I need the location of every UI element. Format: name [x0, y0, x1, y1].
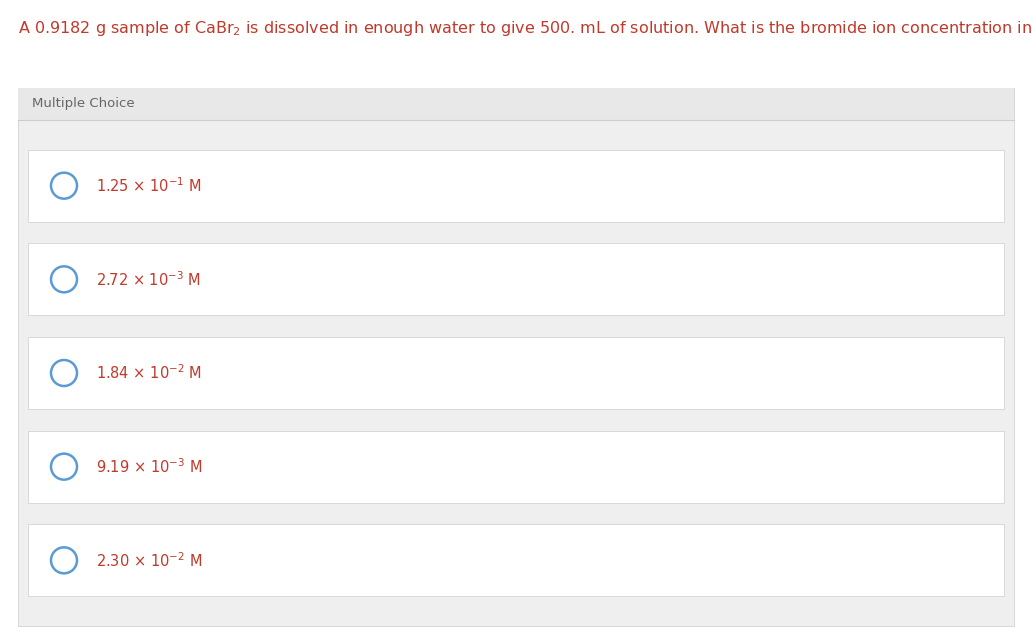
Text: $\mathdefault{1.25}$ $\mathdefault{\times}$ $\mathdefault{10^{-1}}$ $\mathdefaul: $\mathdefault{1.25}$ $\mathdefault{\time…	[96, 176, 201, 195]
FancyBboxPatch shape	[28, 431, 1004, 502]
Text: $\mathdefault{2.72}$ $\mathdefault{\times}$ $\mathdefault{10^{-3}}$ $\mathdefaul: $\mathdefault{2.72}$ $\mathdefault{\time…	[96, 270, 201, 289]
FancyBboxPatch shape	[28, 244, 1004, 315]
Text: Multiple Choice: Multiple Choice	[32, 97, 134, 111]
FancyBboxPatch shape	[28, 149, 1004, 222]
FancyBboxPatch shape	[18, 88, 1014, 120]
FancyBboxPatch shape	[28, 524, 1004, 597]
FancyBboxPatch shape	[28, 337, 1004, 409]
Text: $\mathdefault{1.84}$ $\mathdefault{\times}$ $\mathdefault{10^{-2}}$ $\mathdefaul: $\mathdefault{1.84}$ $\mathdefault{\time…	[96, 364, 202, 382]
Text: $\mathdefault{2.30}$ $\mathdefault{\times}$ $\mathdefault{10^{-2}}$ $\mathdefaul: $\mathdefault{2.30}$ $\mathdefault{\time…	[96, 551, 202, 570]
Text: $\mathdefault{9.19}$ $\mathdefault{\times}$ $\mathdefault{10^{-3}}$ $\mathdefaul: $\mathdefault{9.19}$ $\mathdefault{\time…	[96, 457, 202, 476]
Text: A 0.9182 g sample of CaBr$_2$ is dissolved in enough water to give 500. mL of so: A 0.9182 g sample of CaBr$_2$ is dissolv…	[18, 18, 1032, 38]
FancyBboxPatch shape	[18, 88, 1014, 626]
